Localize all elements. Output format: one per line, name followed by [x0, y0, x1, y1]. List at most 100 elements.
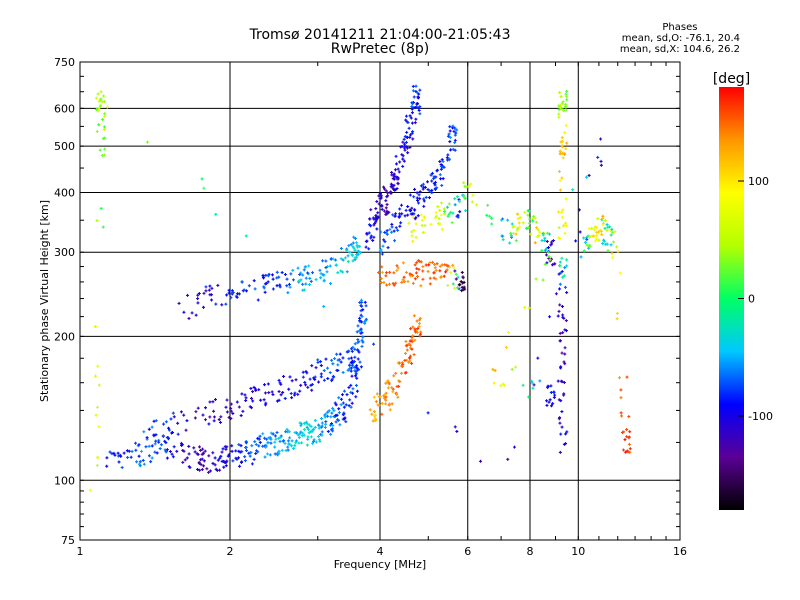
data-point — [413, 277, 417, 281]
data-point — [595, 237, 599, 241]
data-point — [531, 386, 535, 390]
data-point — [308, 283, 312, 287]
data-point — [456, 286, 460, 290]
data-point — [415, 191, 419, 195]
data-point — [359, 298, 363, 302]
data-point — [550, 240, 554, 244]
data-point — [549, 390, 553, 394]
data-point — [406, 205, 410, 209]
data-point — [419, 184, 423, 188]
data-point — [382, 185, 386, 189]
data-point — [213, 456, 217, 460]
data-point — [197, 291, 201, 295]
data-point — [439, 167, 443, 171]
data-point — [345, 350, 349, 354]
data-point — [281, 439, 285, 443]
data-point — [384, 395, 388, 399]
data-point — [150, 425, 154, 429]
data-point — [126, 455, 130, 459]
chart-subtitle: RwPretec (8p) — [330, 41, 430, 57]
data-point — [532, 383, 536, 387]
data-point — [273, 445, 277, 449]
data-point — [275, 276, 279, 280]
data-point — [385, 202, 389, 206]
data-point — [313, 377, 317, 381]
data-point — [374, 220, 378, 224]
data-point — [358, 244, 362, 248]
data-point — [545, 246, 549, 250]
data-point — [127, 449, 131, 453]
data-point — [339, 403, 343, 407]
data-point — [377, 202, 381, 206]
data-point — [598, 228, 602, 232]
data-point — [271, 432, 275, 436]
data-point — [207, 288, 211, 292]
data-point — [382, 396, 386, 400]
data-point — [412, 314, 416, 318]
data-point — [118, 453, 122, 457]
data-point — [297, 436, 301, 440]
data-point — [336, 363, 340, 367]
data-point — [546, 384, 550, 388]
data-point — [408, 135, 412, 139]
data-point — [405, 146, 409, 150]
data-point — [384, 206, 388, 210]
data-point — [413, 263, 417, 267]
data-point — [147, 444, 151, 448]
data-point — [382, 280, 386, 284]
data-point — [547, 400, 551, 404]
data-point — [411, 215, 415, 219]
data-point — [502, 383, 506, 387]
data-point — [253, 440, 257, 444]
x-tick-label: 8 — [527, 545, 534, 558]
data-point — [559, 105, 563, 109]
data-point — [299, 271, 303, 275]
data-point — [396, 266, 400, 270]
data-point — [331, 362, 335, 366]
x-tick-label: 2 — [227, 545, 234, 558]
data-point — [543, 236, 547, 240]
data-point — [249, 386, 253, 390]
data-point — [557, 170, 561, 174]
data-point — [229, 296, 233, 300]
data-point — [319, 372, 323, 376]
data-point — [371, 419, 375, 423]
data-point — [560, 380, 564, 384]
data-point — [346, 254, 350, 258]
data-point — [395, 384, 399, 388]
data-point — [219, 415, 223, 419]
data-point — [399, 371, 403, 375]
data-point — [350, 401, 354, 405]
data-point — [408, 272, 412, 276]
data-point — [543, 262, 547, 266]
data-point — [325, 270, 329, 274]
data-point — [419, 284, 423, 288]
y-tick-label: 600 — [54, 102, 75, 115]
data-point — [301, 370, 305, 374]
data-point — [460, 289, 464, 293]
data-point — [95, 463, 99, 467]
data-point — [408, 114, 412, 118]
data-point — [389, 182, 393, 186]
data-point — [346, 368, 350, 372]
data-point — [407, 126, 411, 130]
data-point — [358, 301, 362, 305]
data-point — [351, 245, 355, 249]
data-point — [386, 246, 390, 250]
data-point — [411, 84, 415, 88]
data-point — [216, 458, 220, 462]
data-point — [367, 247, 371, 251]
data-point — [157, 440, 161, 444]
data-point — [530, 381, 534, 385]
data-point — [196, 301, 200, 305]
y-tick-label: 100 — [54, 474, 75, 487]
data-point — [266, 441, 270, 445]
data-point — [263, 455, 267, 459]
data-point — [349, 360, 353, 364]
data-point — [414, 117, 418, 121]
data-point — [560, 410, 564, 414]
data-point — [279, 393, 283, 397]
data-point — [139, 449, 143, 453]
data-point — [287, 282, 291, 286]
data-point — [224, 447, 228, 451]
